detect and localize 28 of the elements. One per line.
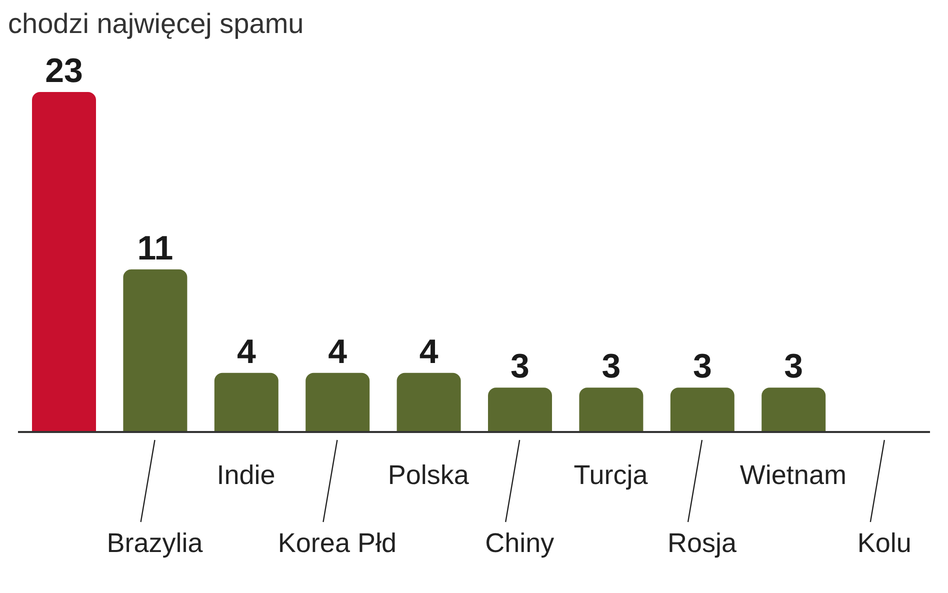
data-label: 3 xyxy=(692,348,712,386)
data-label: 11 xyxy=(137,229,174,268)
data-label: 4 xyxy=(419,332,438,371)
x-tick-label: Turcja xyxy=(574,460,649,490)
data-label: 4 xyxy=(236,332,256,371)
x-tick-label: Rosja xyxy=(667,528,738,558)
x-tick-label: Polska xyxy=(388,460,470,490)
bar xyxy=(214,372,278,432)
data-label: 3 xyxy=(784,348,804,386)
bar xyxy=(123,269,188,432)
data-label: 3 xyxy=(602,348,621,386)
x-tick-label: Kolu xyxy=(857,528,912,558)
bar xyxy=(579,388,644,432)
x-tick-label: Chiny xyxy=(485,528,555,558)
x-tick-label: Korea Płd xyxy=(278,528,396,558)
bar xyxy=(32,92,96,432)
x-tick-label: Brazylia xyxy=(106,528,204,558)
bar xyxy=(762,388,826,432)
bar xyxy=(670,388,734,432)
data-label: 3 xyxy=(510,348,530,386)
chart-title: chodzi najwięcej spamu xyxy=(8,8,305,41)
bar xyxy=(488,388,552,432)
bar xyxy=(396,372,461,432)
x-tick-label: Wietnam xyxy=(740,460,846,490)
data-label: 4 xyxy=(328,332,348,371)
data-label: 23 xyxy=(45,52,83,90)
x-tick-label: Indie xyxy=(216,460,276,490)
bar xyxy=(306,372,370,432)
